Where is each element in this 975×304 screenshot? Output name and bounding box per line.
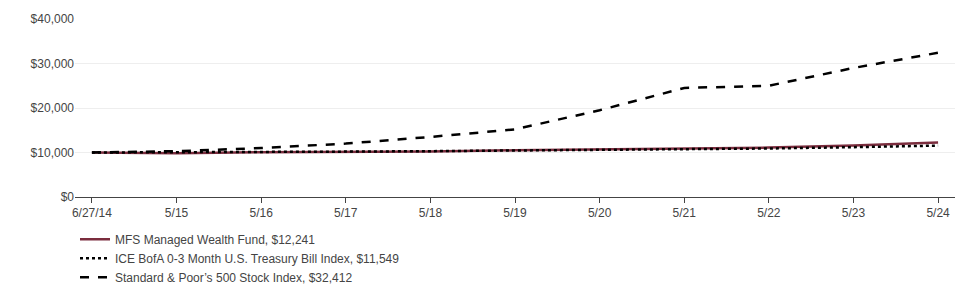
svg-text:5/23: 5/23 bbox=[842, 206, 866, 220]
svg-text:$10,000: $10,000 bbox=[31, 146, 75, 160]
svg-text:5/19: 5/19 bbox=[503, 206, 527, 220]
svg-text:$20,000: $20,000 bbox=[31, 101, 75, 115]
svg-text:$40,000: $40,000 bbox=[31, 12, 75, 26]
svg-text:5/21: 5/21 bbox=[673, 206, 697, 220]
svg-text:5/15: 5/15 bbox=[165, 206, 189, 220]
svg-text:5/17: 5/17 bbox=[334, 206, 358, 220]
svg-text:Standard & Poor’s 500 Stock In: Standard & Poor’s 500 Stock Index, $32,4… bbox=[115, 271, 352, 285]
svg-text:5/18: 5/18 bbox=[419, 206, 443, 220]
svg-text:ICE BofA 0-3 Month U.S. Treasu: ICE BofA 0-3 Month U.S. Treasury Bill In… bbox=[115, 252, 399, 266]
svg-text:5/24: 5/24 bbox=[926, 206, 950, 220]
svg-text:6/27/14: 6/27/14 bbox=[72, 206, 112, 220]
svg-text:$30,000: $30,000 bbox=[31, 57, 75, 71]
svg-text:MFS Managed Wealth Fund, $12,2: MFS Managed Wealth Fund, $12,241 bbox=[115, 233, 315, 247]
svg-text:5/22: 5/22 bbox=[757, 206, 781, 220]
svg-text:5/16: 5/16 bbox=[249, 206, 273, 220]
svg-text:5/20: 5/20 bbox=[588, 206, 612, 220]
svg-text:$0: $0 bbox=[61, 190, 75, 204]
